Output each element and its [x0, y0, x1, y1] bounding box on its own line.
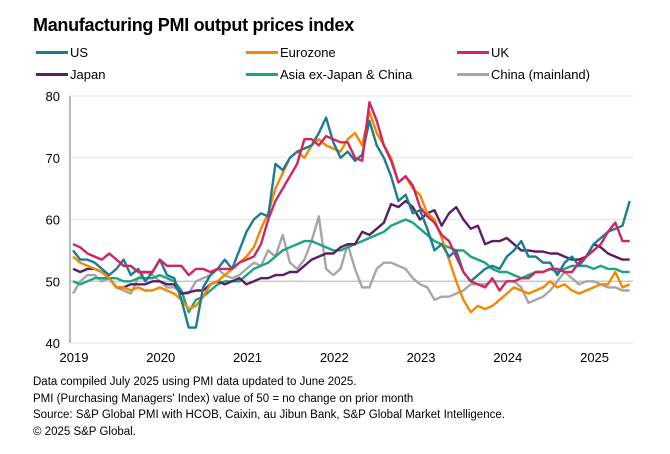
y-tick-label: 40	[46, 336, 60, 351]
legend-item-uk: UK	[457, 43, 509, 61]
legend-item-japan: Japan	[36, 65, 105, 83]
x-tick-label: 2020	[146, 350, 175, 365]
footnotes: Data compiled July 2025 using PMI data u…	[33, 374, 505, 440]
chart-title: Manufacturing PMI output prices index	[33, 15, 354, 35]
legend-swatch-asia	[246, 72, 278, 76]
footnote-copyright: © 2025 S&P Global.	[33, 425, 136, 438]
footnote-data-compiled: Data compiled July 2025 using PMI data u…	[33, 376, 357, 388]
series-line-us	[72, 116, 631, 329]
x-tick-label: 2024	[493, 350, 522, 365]
x-tick-label: 2022	[320, 350, 349, 365]
series-line-japan	[72, 199, 630, 295]
y-tick-label: 70	[46, 151, 60, 166]
y-tick-label: 60	[46, 213, 60, 228]
legend-swatch-china	[457, 72, 489, 76]
series-line-eurozone	[72, 110, 631, 314]
x-tick-label: 2019	[60, 350, 89, 365]
legend-label-asia: Asia ex-Japan & China	[280, 66, 413, 82]
legend-label-us: US	[70, 44, 89, 60]
y-tick-label: 50	[46, 274, 60, 289]
legend-label-eurozone: Eurozone	[280, 44, 336, 60]
legend-swatch-eurozone	[246, 50, 278, 54]
gridlines	[70, 95, 633, 344]
x-tick-label: 2021	[233, 350, 262, 365]
footnote-pmi-definition: PMI (Purchasing Managers' Index) value o…	[33, 392, 414, 405]
footnote-source: Source: S&P Global PMI with HCOB, Caixin…	[33, 409, 505, 421]
line-chart: 40 50 60 70 80 2019 2020 2021 2022 2023 2024 2025	[46, 89, 633, 365]
x-axis-ticks: 2019 2020 2021 2022 2023 2024 2025	[60, 350, 609, 365]
legend-swatch-us	[36, 50, 68, 54]
legend-swatch-japan	[36, 72, 68, 76]
legend-swatch-uk	[457, 50, 489, 54]
legend-item-asia: Asia ex-Japan & China	[246, 65, 412, 83]
y-axis-ticks: 40 50 60 70 80	[46, 89, 60, 351]
legend-item-us: US	[36, 43, 88, 61]
y-tick-label: 80	[46, 89, 60, 104]
legend-item-eurozone: Eurozone	[246, 43, 336, 61]
series-line-uk	[72, 100, 630, 292]
series-lines	[71, 100, 631, 329]
legend-label-china: China (mainland)	[491, 66, 590, 82]
x-tick-label: 2023	[407, 350, 436, 365]
series-line-china-mainland	[71, 215, 630, 305]
legend-label-japan: Japan	[70, 66, 106, 82]
x-tick-label: 2025	[580, 350, 609, 365]
legend-item-china: China (mainland)	[457, 65, 590, 83]
legend-label-uk: UK	[491, 44, 510, 60]
